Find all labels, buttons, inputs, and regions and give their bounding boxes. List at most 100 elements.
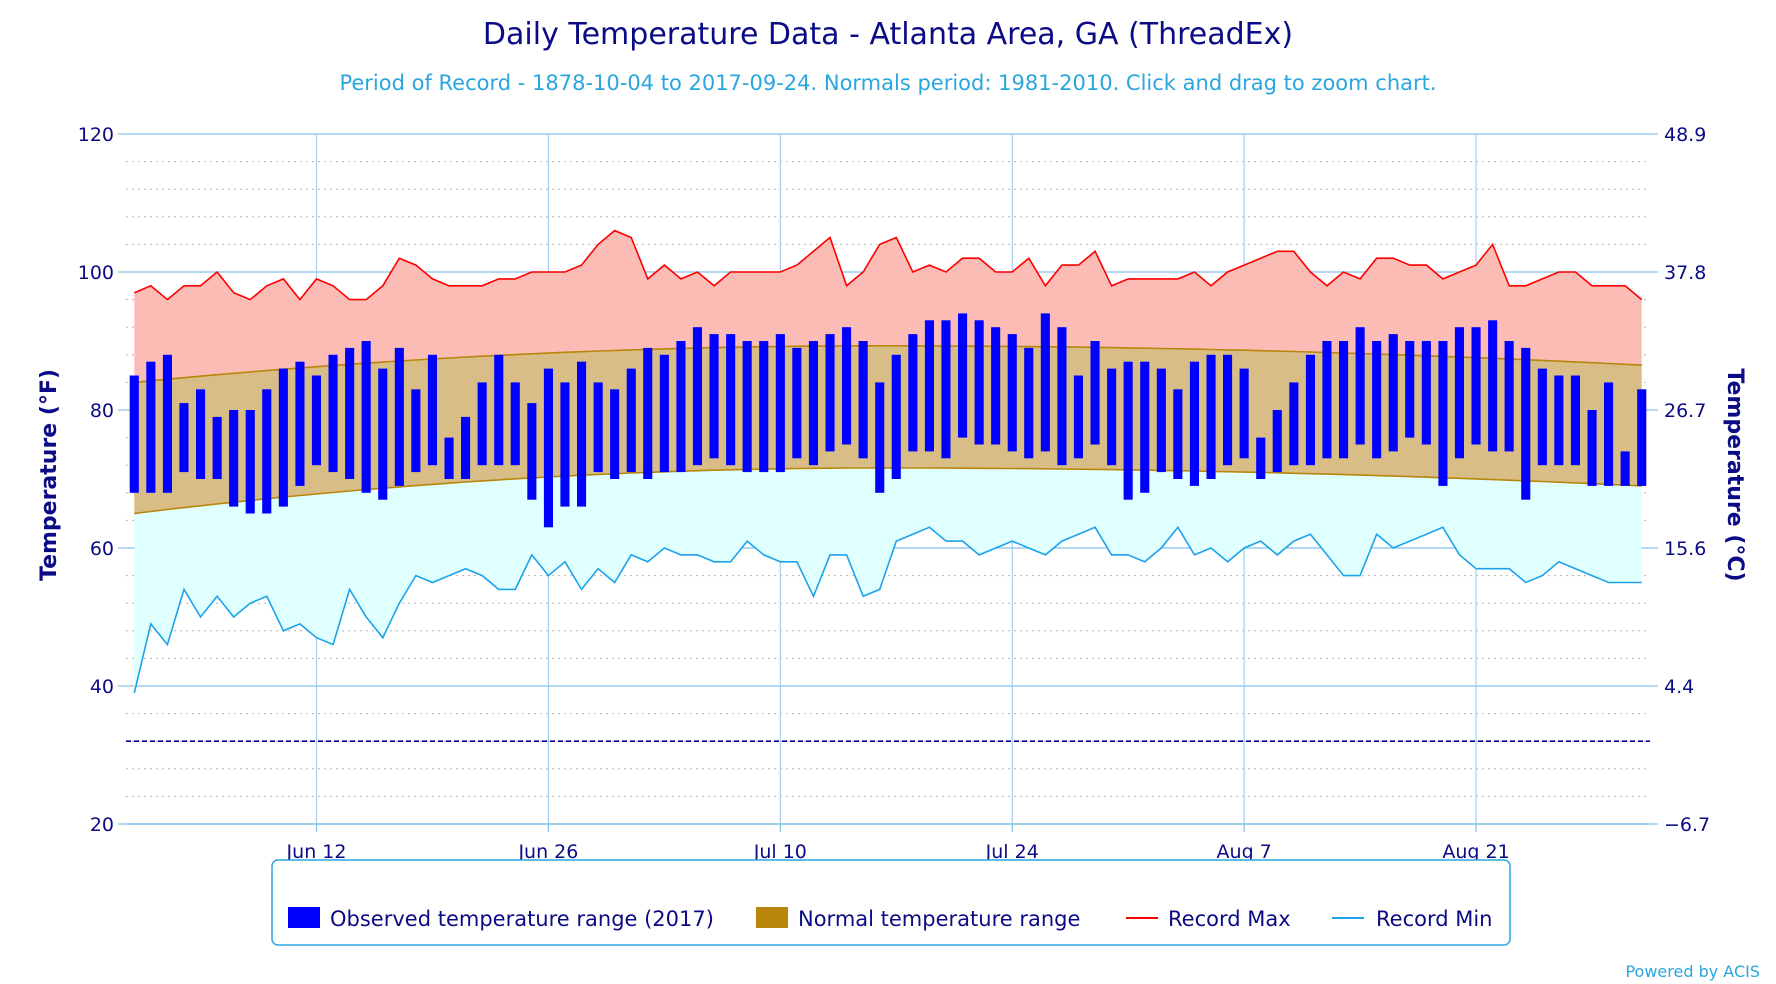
observed-bar[interactable] bbox=[461, 416, 471, 479]
observed-bar[interactable] bbox=[676, 341, 686, 473]
observed-bar[interactable] bbox=[477, 382, 487, 466]
observed-bar[interactable] bbox=[1488, 320, 1498, 452]
observed-bar[interactable] bbox=[1570, 375, 1580, 466]
observed-bar[interactable] bbox=[1206, 354, 1216, 479]
observed-bar[interactable] bbox=[1073, 375, 1083, 459]
observed-bar[interactable] bbox=[1107, 368, 1117, 466]
observed-bar[interactable] bbox=[941, 320, 951, 459]
record-min-line[interactable] bbox=[133, 525, 1642, 694]
observed-bar[interactable] bbox=[958, 313, 968, 438]
legend-record-max-label[interactable]: Record Max bbox=[1168, 907, 1291, 931]
observed-bar[interactable] bbox=[1339, 341, 1349, 459]
observed-bar[interactable] bbox=[1090, 341, 1100, 445]
observed-bar[interactable] bbox=[179, 403, 189, 473]
observed-bar[interactable] bbox=[825, 334, 835, 452]
observed-bar[interactable] bbox=[229, 410, 239, 507]
observed-bar[interactable] bbox=[742, 341, 752, 473]
observed-bar[interactable] bbox=[378, 368, 388, 500]
observed-bar[interactable] bbox=[196, 389, 206, 479]
observed-bar[interactable] bbox=[1620, 451, 1630, 486]
observed-bar[interactable] bbox=[278, 368, 288, 507]
observed-bar[interactable] bbox=[494, 354, 504, 466]
observed-bar[interactable] bbox=[394, 347, 404, 486]
observed-bar[interactable] bbox=[593, 382, 603, 473]
observed-bar[interactable] bbox=[1007, 334, 1017, 452]
observed-bar[interactable] bbox=[1289, 382, 1299, 466]
observed-bar[interactable] bbox=[1604, 382, 1614, 486]
record-max-line[interactable] bbox=[133, 229, 1643, 301]
observed-bar[interactable] bbox=[1438, 341, 1448, 486]
observed-bar[interactable] bbox=[775, 334, 785, 473]
observed-bar[interactable] bbox=[328, 354, 338, 473]
observed-bar[interactable] bbox=[974, 320, 984, 445]
observed-bar[interactable] bbox=[427, 354, 437, 466]
observed-bar[interactable] bbox=[345, 347, 355, 479]
observed-bar[interactable] bbox=[1421, 341, 1431, 445]
observed-bar[interactable] bbox=[1471, 327, 1481, 445]
observed-bar[interactable] bbox=[560, 382, 570, 507]
observed-bar[interactable] bbox=[1239, 368, 1249, 459]
observed-bar[interactable] bbox=[1223, 354, 1233, 466]
observed-bar[interactable] bbox=[1057, 327, 1067, 466]
legend-record-min-label[interactable]: Record Min bbox=[1376, 907, 1493, 931]
observed-bar[interactable] bbox=[610, 389, 620, 479]
observed-bar[interactable] bbox=[129, 375, 139, 493]
observed-bar[interactable] bbox=[875, 382, 885, 493]
observed-bar[interactable] bbox=[245, 410, 255, 514]
observed-bar[interactable] bbox=[808, 341, 818, 466]
observed-bar[interactable] bbox=[842, 327, 852, 445]
observed-bar[interactable] bbox=[295, 361, 305, 486]
observed-bar[interactable] bbox=[858, 341, 868, 459]
legend[interactable]: Observed temperature range (2017) Normal… bbox=[271, 859, 1511, 946]
observed-bar[interactable] bbox=[1305, 354, 1315, 466]
observed-bar[interactable] bbox=[146, 361, 156, 493]
observed-bar[interactable] bbox=[1256, 437, 1266, 479]
observed-bar[interactable] bbox=[262, 389, 272, 514]
observed-bar[interactable] bbox=[692, 327, 702, 466]
observed-bar[interactable] bbox=[411, 389, 421, 473]
observed-bar[interactable] bbox=[1554, 375, 1564, 466]
observed-bar[interactable] bbox=[726, 334, 736, 466]
observed-bar[interactable] bbox=[891, 354, 901, 479]
observed-bar[interactable] bbox=[577, 361, 587, 507]
observed-bar[interactable] bbox=[1173, 389, 1183, 479]
observed-bar[interactable] bbox=[212, 416, 222, 479]
observed-bar[interactable] bbox=[1405, 341, 1415, 438]
observed-bar[interactable] bbox=[1140, 361, 1150, 493]
observed-bar[interactable] bbox=[643, 347, 653, 479]
observed-bar[interactable] bbox=[792, 347, 802, 459]
observed-bar[interactable] bbox=[527, 403, 537, 500]
legend-observed-label[interactable]: Observed temperature range (2017) bbox=[330, 907, 714, 931]
observed-bar[interactable] bbox=[1587, 410, 1597, 486]
observed-bar[interactable] bbox=[908, 334, 918, 452]
observed-bar[interactable] bbox=[1372, 341, 1382, 459]
observed-bar[interactable] bbox=[1123, 361, 1133, 500]
observed-bar[interactable] bbox=[991, 327, 1001, 445]
observed-bar[interactable] bbox=[1637, 389, 1647, 486]
observed-bar[interactable] bbox=[759, 341, 769, 473]
observed-bar[interactable] bbox=[924, 320, 934, 452]
observed-bar[interactable] bbox=[311, 375, 321, 466]
observed-bar[interactable] bbox=[510, 382, 520, 466]
observed-bar[interactable] bbox=[1355, 327, 1365, 445]
observed-bar[interactable] bbox=[1156, 368, 1166, 473]
observed-bar[interactable] bbox=[1322, 341, 1332, 459]
observed-bar[interactable] bbox=[1521, 347, 1531, 500]
observed-bar[interactable] bbox=[1272, 410, 1282, 473]
observed-bar[interactable] bbox=[1388, 334, 1398, 452]
observed-bar[interactable] bbox=[543, 368, 553, 528]
legend-normal-label[interactable]: Normal temperature range bbox=[798, 907, 1080, 931]
observed-bar[interactable] bbox=[626, 368, 636, 473]
observed-bar[interactable] bbox=[1189, 361, 1199, 486]
observed-bar[interactable] bbox=[659, 354, 669, 473]
observed-bar[interactable] bbox=[1504, 341, 1514, 452]
observed-bar[interactable] bbox=[1537, 368, 1547, 466]
observed-bar[interactable] bbox=[444, 437, 454, 479]
observed-bar[interactable] bbox=[361, 341, 371, 493]
observed-bar[interactable] bbox=[1024, 347, 1034, 459]
observed-bar[interactable] bbox=[1454, 327, 1464, 459]
observed-bar[interactable] bbox=[1040, 313, 1050, 452]
credit-link[interactable]: Powered by ACIS bbox=[1625, 962, 1760, 981]
observed-bar[interactable] bbox=[709, 334, 719, 459]
